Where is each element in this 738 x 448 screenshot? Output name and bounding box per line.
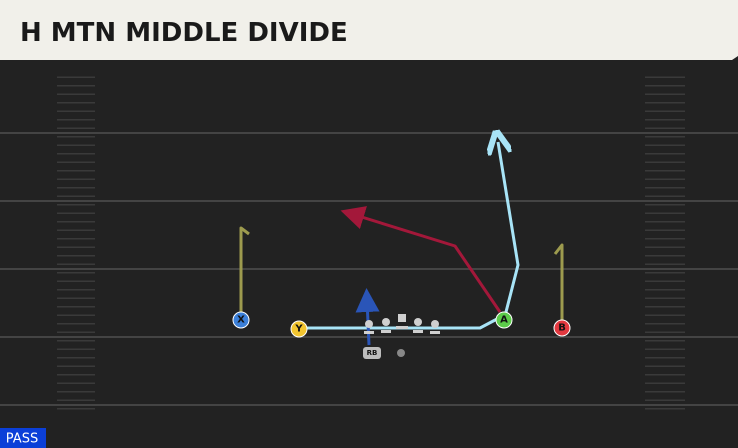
player-label: X [237, 315, 245, 326]
player-icon [232, 311, 250, 329]
player-label: Y [294, 324, 303, 335]
badge-text: PASS [6, 432, 38, 447]
player-icon [495, 311, 513, 329]
players: X Y A B RB [232, 311, 571, 359]
player-label: A [500, 315, 508, 326]
player-label: RB [367, 349, 378, 357]
linemen [364, 314, 440, 357]
player-icon [553, 319, 571, 337]
routes [239, 142, 564, 346]
field [0, 60, 738, 448]
player-icon [363, 347, 381, 359]
mode-badge: PASS [0, 428, 46, 448]
play-title: H MTN MIDDLE DIVIDE [20, 18, 348, 48]
header: H MTN MIDDLE DIVIDE [0, 0, 738, 60]
player-label: B [558, 323, 566, 334]
player-icon [290, 320, 308, 338]
